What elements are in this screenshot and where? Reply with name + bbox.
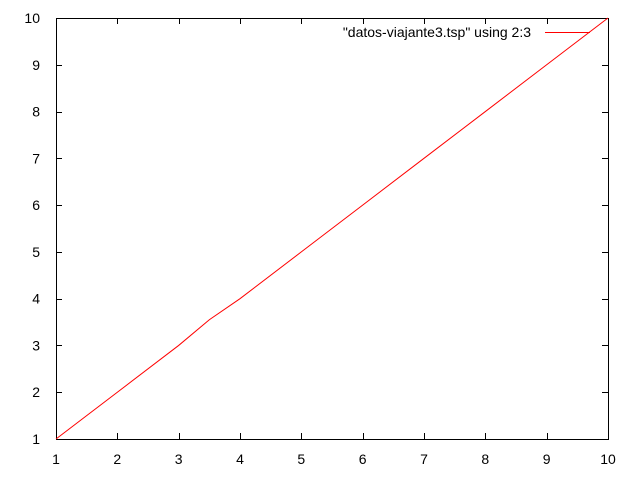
y-tick-label: 5 bbox=[32, 244, 40, 260]
legend: "datos-viajante3.tsp" using 2:3 bbox=[343, 24, 590, 40]
y-tick-label: 10 bbox=[24, 10, 40, 26]
x-tick-label: 10 bbox=[600, 451, 616, 467]
x-tick-label: 7 bbox=[420, 451, 428, 467]
series-line bbox=[55, 17, 609, 440]
y-tick-label: 2 bbox=[32, 384, 40, 400]
y-tick-label: 9 bbox=[32, 57, 40, 73]
plot-frame bbox=[56, 18, 609, 440]
y-axis-ticks: 1 2 3 4 5 6 7 8 9 10 bbox=[24, 10, 608, 447]
y-tick-label: 3 bbox=[32, 337, 40, 353]
x-tick-label: 8 bbox=[481, 451, 489, 467]
x-tick-label: 5 bbox=[297, 451, 305, 467]
y-tick-label: 1 bbox=[32, 431, 40, 447]
x-tick-label: 3 bbox=[175, 451, 183, 467]
y-tick-label: 4 bbox=[32, 291, 40, 307]
x-tick-label: 2 bbox=[113, 451, 121, 467]
legend-label: "datos-viajante3.tsp" using 2:3 bbox=[343, 24, 531, 40]
x-tick-label: 1 bbox=[52, 451, 60, 467]
y-tick-label: 8 bbox=[32, 104, 40, 120]
x-tick-label: 9 bbox=[543, 451, 551, 467]
series-layer bbox=[55, 17, 609, 440]
x-tick-label: 4 bbox=[236, 451, 244, 467]
y-tick-label: 6 bbox=[32, 197, 40, 213]
y-tick-label: 7 bbox=[32, 150, 40, 166]
x-tick-label: 6 bbox=[359, 451, 367, 467]
x-axis-ticks: 1 2 3 4 5 6 7 8 9 10 bbox=[52, 18, 616, 467]
